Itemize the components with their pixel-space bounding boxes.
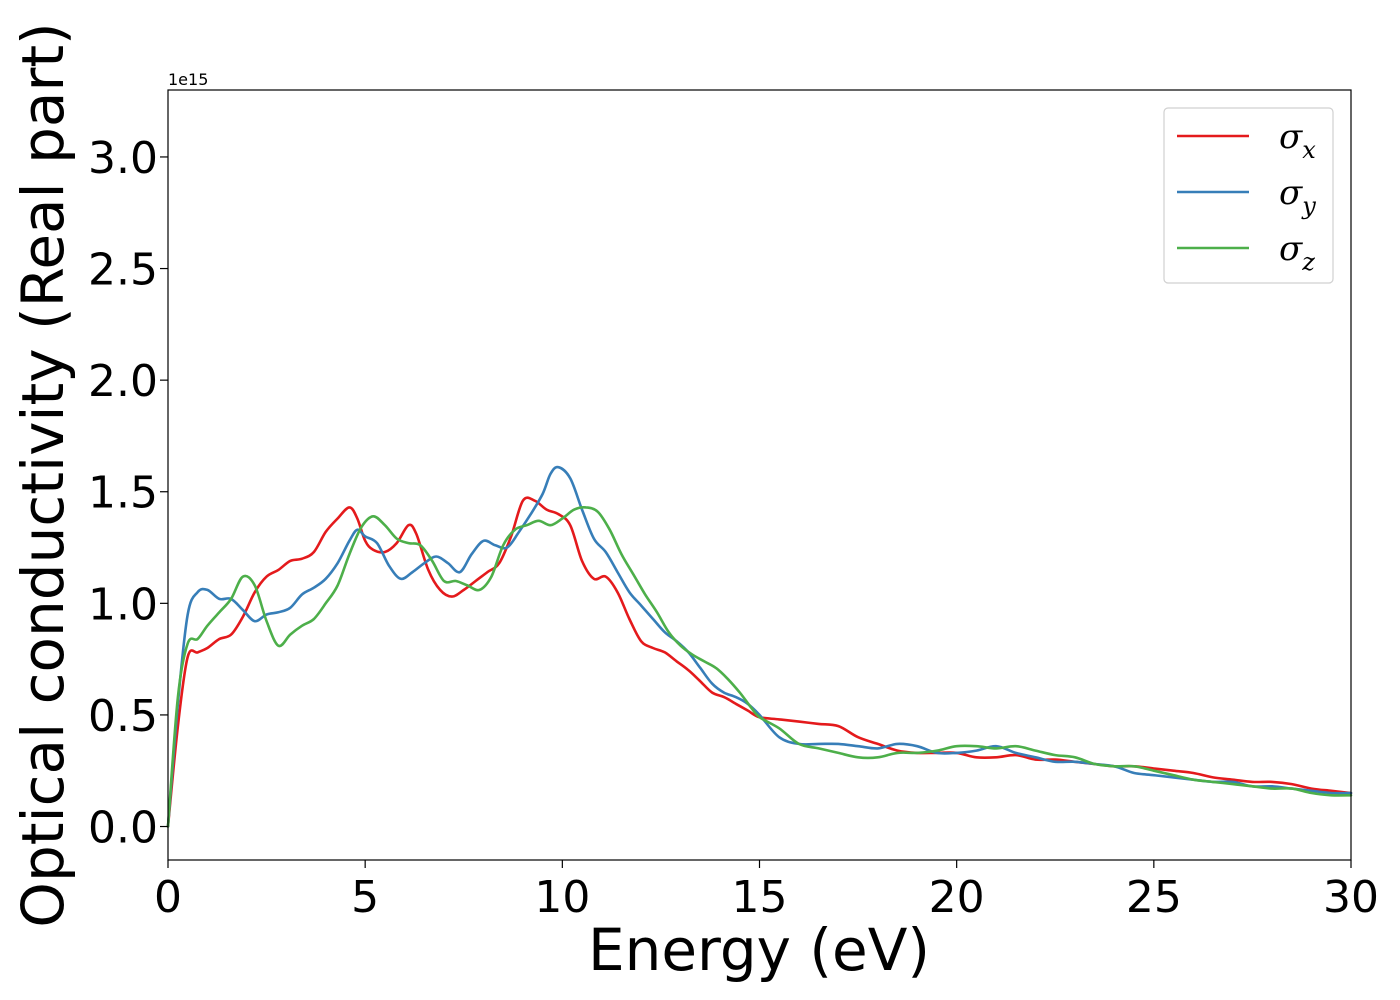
series-line-z: [166, 506, 1353, 828]
y-offset-label: 1e15: [168, 70, 208, 89]
x-tick-label: 25: [1126, 872, 1182, 923]
series-line-y: [166, 465, 1353, 828]
y-tick-label: 2.0: [88, 356, 158, 407]
x-tick-label: 0: [154, 872, 182, 923]
y-axis-label: Optical conductivity (Real part): [9, 22, 77, 927]
x-tick-label: 20: [929, 872, 985, 923]
x-axis: 0 5 10 15 20 25 30: [154, 860, 1379, 923]
x-tick-label: 5: [351, 872, 379, 923]
x-tick-label: 30: [1323, 872, 1379, 923]
y-tick-label: 0.5: [88, 691, 158, 742]
y-tick-label: 1.0: [88, 579, 158, 630]
y-axis: 0.0 0.5 1.0 1.5 2.0 2.5 3.0: [88, 133, 168, 854]
y-tick-label: 2.5: [88, 245, 158, 296]
legend-frame: [1163, 107, 1334, 284]
x-tick-label: 15: [732, 872, 788, 923]
series-layer: [166, 465, 1353, 828]
x-axis-label: Energy (eV): [588, 916, 930, 984]
x-tick-label: 10: [534, 872, 590, 923]
y-tick-label: 1.5: [88, 468, 158, 519]
y-tick-label: 0.0: [88, 803, 158, 854]
y-tick-label: 3.0: [88, 133, 158, 184]
